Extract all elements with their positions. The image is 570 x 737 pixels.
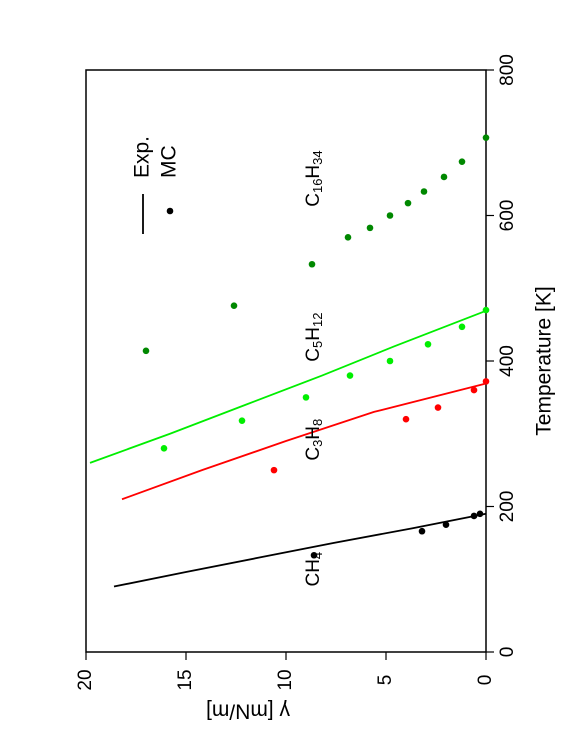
exp-line-2: [89, 309, 487, 464]
x-tick-label: 800: [497, 54, 518, 86]
mc-point: [142, 347, 150, 355]
y-tick-label: 0: [475, 675, 496, 686]
x-tick-label: 400: [497, 345, 518, 377]
x-tick-label: 200: [497, 491, 518, 523]
mc-point: [458, 323, 466, 331]
mc-point: [482, 306, 490, 314]
label-sub: 3: [310, 440, 325, 447]
mc-point: [346, 372, 354, 379]
mc-point: [310, 551, 318, 559]
label-sub: 5: [310, 341, 325, 348]
y-tick-label: 15: [175, 669, 196, 690]
legend-point-swatch: [166, 207, 174, 215]
label-base2: H: [303, 165, 324, 179]
mc-point: [434, 404, 442, 411]
mc-point: [442, 521, 450, 528]
mc-point: [476, 510, 484, 518]
y-tick-label: 5: [375, 675, 396, 686]
label-sub2: 8: [310, 419, 325, 426]
mc-point: [424, 340, 432, 348]
mc-point: [270, 466, 278, 474]
series-label-2: C5H12: [303, 313, 325, 362]
y-tick-label: 10: [275, 669, 296, 690]
mc-point: [482, 378, 490, 385]
mc-point: [386, 357, 394, 365]
label-sub2: 34: [310, 150, 325, 164]
mc-point: [386, 212, 394, 219]
series-label-3: C16H34: [303, 150, 325, 206]
mc-point: [230, 302, 238, 310]
x-tick-label: 600: [497, 200, 518, 232]
exp-lines: [89, 309, 487, 588]
mc-point: [238, 417, 246, 424]
series-label-1: C3H8: [303, 419, 325, 461]
mc-point: [344, 234, 352, 241]
mc-points: [142, 134, 490, 559]
x-axis-label: Temperature [K]: [533, 286, 556, 435]
axis-ticks: 0 200 400 600 800 0 5 10 15 20: [75, 54, 518, 690]
mc-point: [440, 173, 448, 181]
mc-point: [420, 188, 428, 195]
y-tick-label: 20: [75, 669, 96, 690]
mc-point: [404, 199, 412, 207]
label-base: C: [303, 348, 324, 362]
label-sub: 16: [310, 179, 325, 193]
y-axis-label: γ [mN/m]: [206, 699, 290, 722]
exp-line-1: [121, 382, 487, 501]
mc-point: [458, 158, 466, 165]
mc-point: [470, 386, 478, 394]
mc-point: [402, 415, 410, 423]
mc-point: [366, 224, 374, 232]
label-base: C: [303, 447, 324, 461]
legend-entry-mc: MC: [158, 145, 181, 178]
legend: Exp. MC: [131, 136, 181, 234]
label-base: CH: [303, 559, 324, 586]
label-base2: H: [303, 426, 324, 440]
label-base: C: [303, 193, 324, 207]
series-label-0: CH4: [303, 552, 325, 587]
label-base2: H: [303, 327, 324, 341]
label-sub2: 12: [310, 313, 325, 327]
exp-line-0: [113, 512, 487, 588]
mc-point: [308, 260, 316, 268]
label-sub: 4: [310, 552, 325, 559]
mc-point: [302, 394, 310, 401]
mc-point: [160, 445, 168, 452]
axis-labels: Temperature [K] γ [mN/m]: [206, 286, 556, 722]
mc-point: [470, 512, 478, 520]
legend-entry-exp: Exp.: [131, 136, 154, 178]
x-tick-label: 0: [497, 647, 518, 658]
mc-point: [482, 134, 490, 141]
mc-point: [418, 527, 426, 535]
